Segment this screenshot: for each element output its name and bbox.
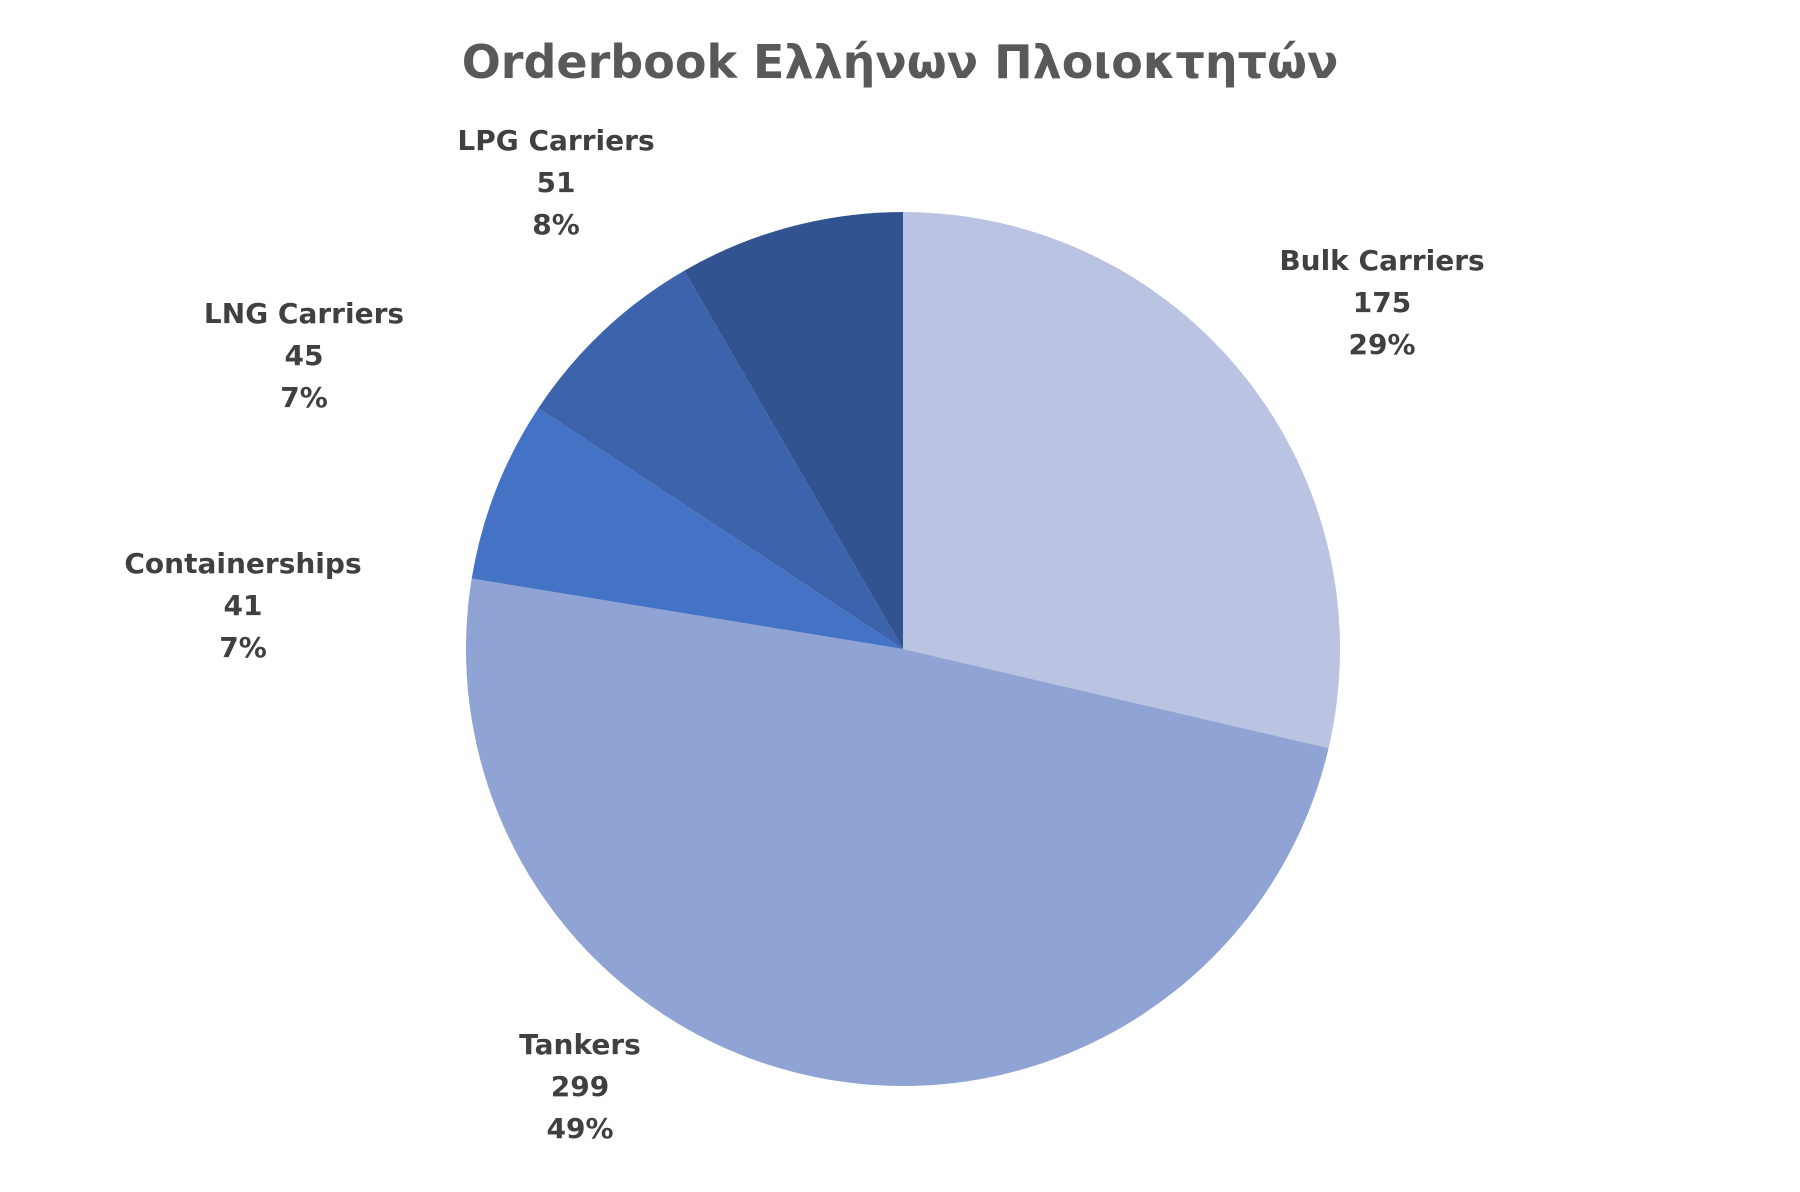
data-label-lpg-carriers-percent: 8% xyxy=(532,208,580,241)
data-label-tankers-value: 299 xyxy=(551,1070,609,1103)
pie-slices xyxy=(466,211,1340,1086)
pie-slice-bulk-carriers xyxy=(903,212,1340,749)
data-label-tankers-name: Tankers xyxy=(519,1028,641,1061)
data-label-tankers-percent: 49% xyxy=(546,1112,613,1145)
data-label-lpg-carriers-value: 51 xyxy=(537,166,576,199)
data-label-bulk-carriers-percent: 29% xyxy=(1348,328,1415,361)
data-label-bulk-carriers-name: Bulk Carriers xyxy=(1279,244,1484,277)
data-label-containerships-value: 41 xyxy=(224,589,263,622)
data-label-bulk-carriers-value: 175 xyxy=(1353,286,1411,319)
pie-slice-tankers xyxy=(466,578,1329,1086)
pie-slice-lng-carriers xyxy=(538,270,903,649)
data-label-lng-carriers-value: 45 xyxy=(285,339,324,372)
data-label-lpg-carriers-name: LPG Carriers xyxy=(457,124,654,157)
slice-labels: Bulk Carriers 175 29% Tankers 299 49% Containe… xyxy=(124,124,1484,1145)
data-label-lng-carriers-name: LNG Carriers xyxy=(204,297,404,330)
data-label-containerships-percent: 7% xyxy=(219,631,267,664)
pie-slice-containerships xyxy=(471,408,903,649)
data-label-containerships-name: Containerships xyxy=(124,547,361,580)
pie-slice-lpg-carriers xyxy=(684,211,903,649)
data-label-lng-carriers-percent: 7% xyxy=(280,381,328,414)
chart-title: Orderbook Ελλήνων Πλοιοκτητών xyxy=(462,35,1339,89)
